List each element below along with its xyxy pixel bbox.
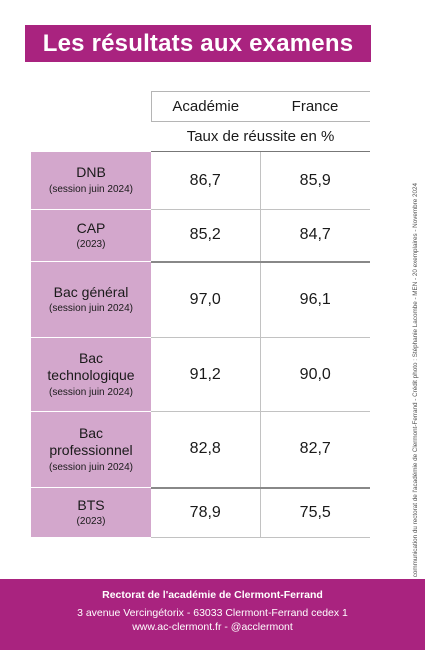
- row-label-session: (session juin 2024): [49, 386, 133, 398]
- table-row: CAP (2023) 85,2 84,7: [31, 209, 370, 263]
- table-row: BTS (2023) 78,9 75,5: [31, 487, 370, 538]
- row-label-main: Bac: [78, 349, 104, 366]
- unit-label: Taux de réussite en %: [151, 121, 370, 152]
- table-row: Bac professionnel (session juin 2024) 82…: [31, 411, 370, 489]
- row-label-main-line2: technologique: [47, 367, 135, 384]
- value-academie: 82,8: [151, 411, 261, 489]
- row-label: CAP (2023): [31, 209, 151, 262]
- footer: Rectorat de l'académie de Clermont-Ferra…: [0, 579, 425, 650]
- table-corner: [31, 92, 151, 122]
- row-label: DNB (session juin 2024): [31, 151, 151, 210]
- value-academie: 86,7: [151, 151, 261, 210]
- row-label-main: Bac: [78, 424, 104, 441]
- value-france: 84,7: [260, 209, 370, 263]
- value-academie: 97,0: [151, 261, 261, 338]
- column-header-academie: Académie: [150, 91, 260, 122]
- table-row: DNB (session juin 2024) 86,7 85,9: [31, 151, 370, 210]
- footer-organization: Rectorat de l'académie de Clermont-Ferra…: [102, 589, 323, 601]
- value-france: 90,0: [260, 337, 370, 412]
- value-academie: 91,2: [151, 337, 261, 412]
- row-label-session: (session juin 2024): [49, 183, 133, 195]
- footer-address: 3 avenue Vercingétorix - 63033 Clermont-…: [77, 607, 348, 619]
- row-label-main: BTS: [77, 496, 105, 513]
- footer-website: www.ac-clermont.fr - @acclermont: [132, 621, 293, 633]
- row-label-main: Bac général: [53, 283, 129, 300]
- side-credit-text: Service communication du rectorat de l'a…: [412, 183, 419, 600]
- column-header-france: France: [260, 91, 370, 122]
- table-row: Bac général (session juin 2024) 97,0 96,…: [31, 261, 370, 338]
- row-label-session: (session juin 2024): [49, 303, 133, 314]
- row-label-session: (2023): [76, 516, 106, 527]
- value-academie: 78,9: [151, 487, 261, 538]
- results-table: Académie France Taux de réussite en % DN…: [31, 91, 370, 538]
- row-label: Bac professionnel (session juin 2024): [31, 411, 151, 488]
- row-label: BTS (2023): [31, 487, 151, 538]
- page-title: Les résultats aux examens: [25, 25, 371, 62]
- row-label: Bac général (session juin 2024): [31, 261, 151, 338]
- row-label-main: CAP: [76, 219, 106, 236]
- row-label-session: (2023): [76, 239, 106, 250]
- row-label-session: (session juin 2024): [49, 461, 133, 473]
- row-label-main: DNB: [76, 164, 106, 181]
- unit-row-spacer: [31, 122, 151, 152]
- value-france: 82,7: [260, 411, 370, 489]
- value-france: 96,1: [260, 261, 370, 338]
- value-france: 85,9: [260, 151, 370, 210]
- row-label: Bac technologique (session juin 2024): [31, 337, 151, 412]
- row-label-main-line2: professionnel: [49, 442, 133, 459]
- value-france: 75,5: [260, 487, 370, 538]
- table-row: Bac technologique (session juin 2024) 91…: [31, 337, 370, 412]
- value-academie: 85,2: [151, 209, 261, 263]
